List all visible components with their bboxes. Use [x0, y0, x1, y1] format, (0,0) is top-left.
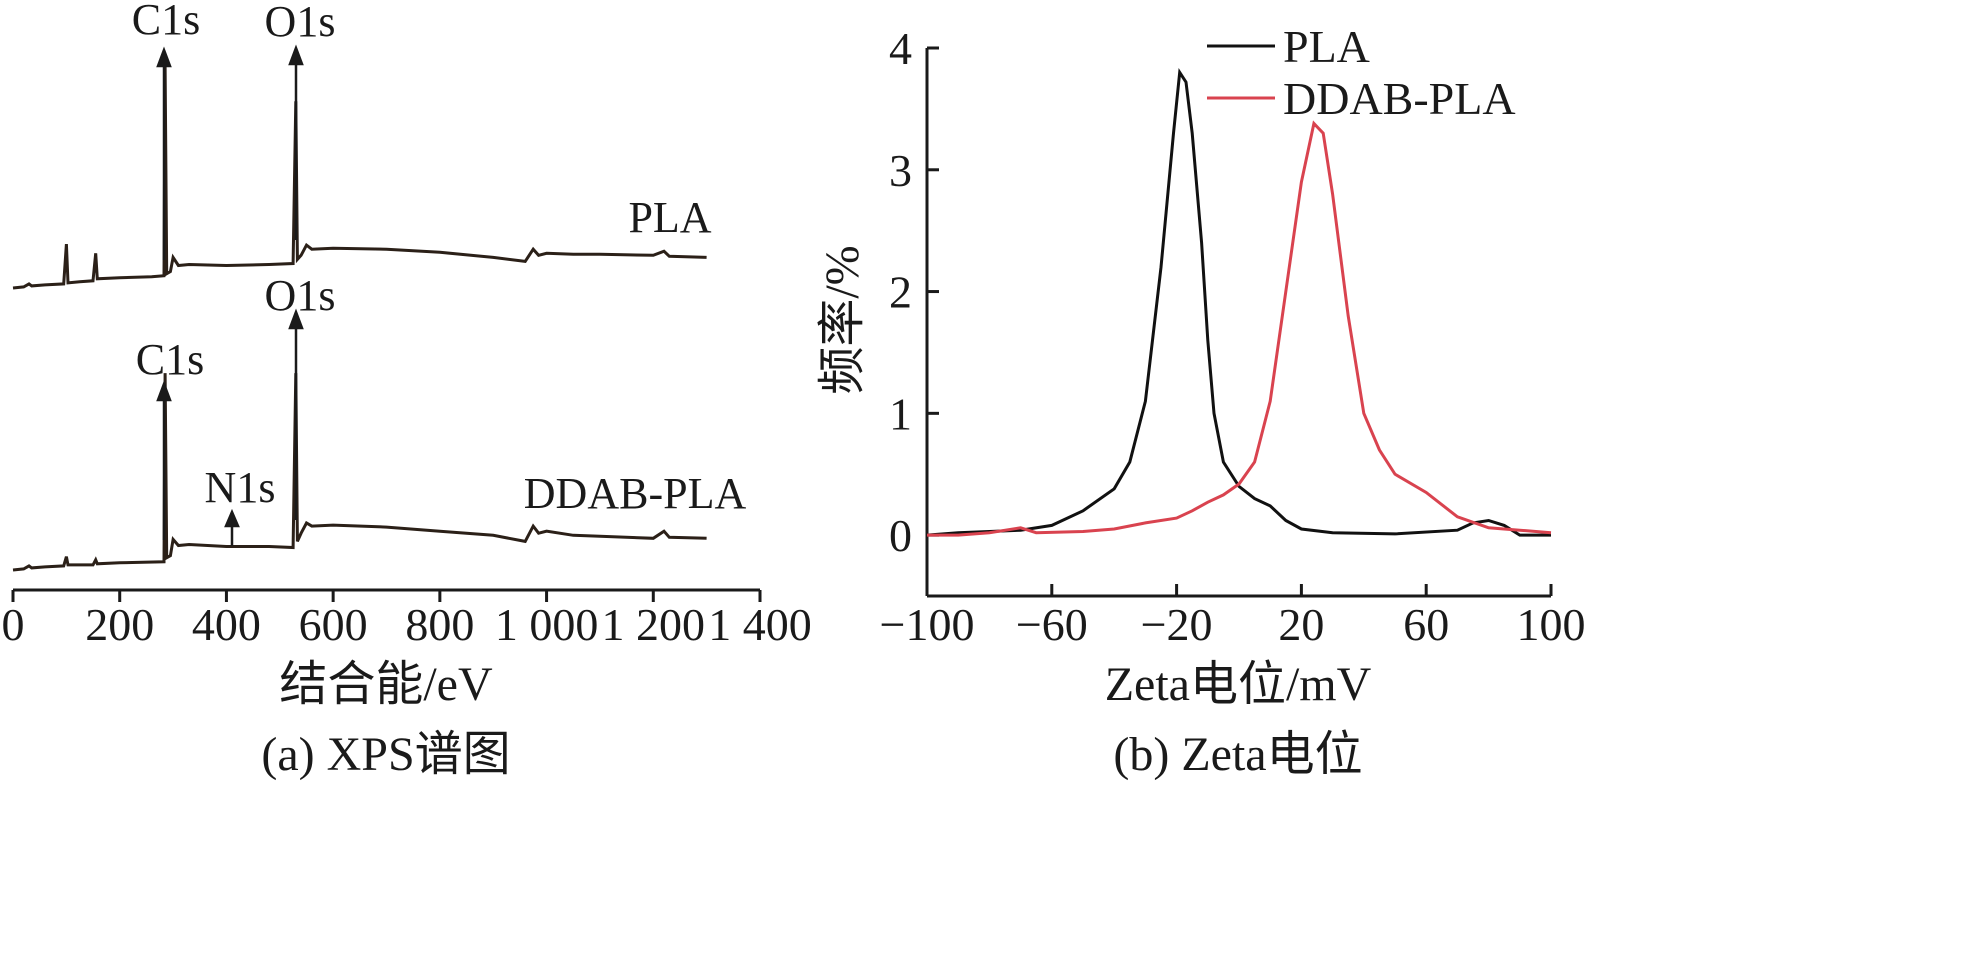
zeta-y-tick-label: 4: [889, 23, 912, 74]
zeta-x-axis-title: Zeta电位/mV: [1105, 658, 1372, 711]
zeta-x-tick-label: −60: [1016, 599, 1088, 650]
zeta-x-tick-label: −100: [880, 599, 975, 650]
xps-ddab-line: [12, 373, 707, 572]
zeta-y-tick-label: 3: [889, 145, 912, 196]
zeta-y-tick-label: 0: [889, 510, 912, 561]
pla-c1s-arrowhead: [156, 46, 172, 68]
zeta-x-ticks: −100 −60 −20 20 60 100: [880, 584, 1586, 650]
xps-panel: 0 200 400 600 800 1 000 1 200 1 400 C1s O1s PLA…: [2, 0, 812, 781]
zeta-pla-line: [926, 68, 1551, 537]
legend-pla-label: PLA: [1283, 21, 1370, 72]
ddab-series-label: DDAB-PLA: [524, 469, 747, 518]
zeta-x-tick-label: 100: [1517, 599, 1586, 650]
ddab-n1s-arrowhead: [224, 508, 240, 528]
legend-ddab-label: DDAB-PLA: [1283, 73, 1516, 124]
xps-x-tick-label: 1 200: [602, 599, 706, 650]
zeta-y-ticks: 0 1 2 3 4: [889, 23, 939, 561]
xps-x-tick-label: 1 400: [708, 599, 812, 650]
zeta-x-tick-label: 60: [1403, 599, 1449, 650]
xps-x-tick-label: 200: [85, 599, 154, 650]
ddab-o1s-arrowhead: [288, 308, 304, 330]
zeta-y-tick-label: 1: [889, 388, 912, 439]
xps-x-ticks: 0 200 400 600 800 1 000 1 200 1 400: [2, 590, 812, 650]
xps-x-tick-label: 400: [192, 599, 261, 650]
ddab-c1s-arrowhead: [156, 380, 172, 402]
zeta-caption: (b) Zeta电位: [1113, 728, 1362, 781]
ddab-c1s-label: C1s: [136, 335, 204, 384]
zeta-ddab-line: [927, 120, 1552, 537]
zeta-legend: PLA DDAB-PLA: [1207, 21, 1516, 124]
zeta-panel: −100 −60 −20 20 60 100 0 1 2 3 4 PLA DDAB-PLA 频率/…: [816, 21, 1586, 781]
xps-caption: (a) XPS谱图: [261, 728, 510, 781]
pla-series-label: PLA: [628, 193, 711, 242]
xps-annotation-arrows: [156, 44, 304, 546]
zeta-x-tick-label: 20: [1278, 599, 1324, 650]
xps-x-axis-title: 结合能/eV: [279, 658, 493, 711]
xps-x-tick-label: 0: [2, 599, 25, 650]
zeta-x-tick-label: −20: [1141, 599, 1213, 650]
pla-o1s-arrowhead: [288, 44, 304, 66]
zeta-y-tick-label: 2: [889, 267, 912, 318]
zeta-y-axis-title: 频率/%: [816, 245, 869, 394]
xps-x-tick-label: 800: [405, 599, 474, 650]
pla-o1s-label: O1s: [265, 0, 336, 46]
ddab-n1s-label: N1s: [205, 463, 276, 512]
xps-x-tick-label: 600: [299, 599, 368, 650]
xps-pla-line: [12, 65, 707, 290]
ddab-o1s-label: O1s: [265, 271, 336, 320]
xps-x-tick-label: 1 000: [495, 599, 599, 650]
pla-c1s-label: C1s: [132, 0, 200, 44]
